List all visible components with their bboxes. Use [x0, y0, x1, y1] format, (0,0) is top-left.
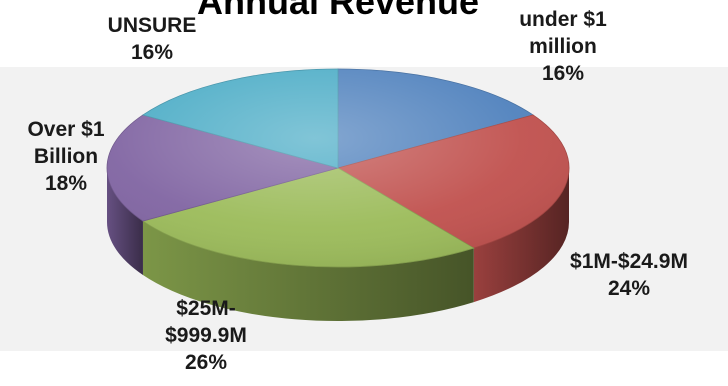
pie-slice-side-25m-999-9m	[142, 221, 474, 321]
data-label-under-1-million: under $1 million 16%	[519, 8, 607, 85]
data-label-line: million	[529, 35, 597, 58]
data-label-line: 16%	[131, 41, 173, 64]
data-label-1m-24-9m: $1M-$24.9M 24%	[570, 250, 688, 300]
data-label-line: $999.9M	[165, 324, 247, 347]
data-label-line: UNSURE	[108, 14, 197, 37]
data-label-line: $25M-	[176, 297, 236, 320]
data-label-line: $1M-$24.9M	[570, 250, 688, 273]
data-label-line: 16%	[542, 62, 584, 85]
data-label-line: 26%	[185, 351, 227, 374]
data-label-line: under $1	[519, 8, 607, 31]
data-label-line: Over $1	[27, 118, 104, 141]
data-label-unsure: UNSURE 16%	[108, 14, 197, 64]
data-label-line: 18%	[45, 172, 87, 195]
data-label-line: Billion	[34, 145, 98, 168]
data-label-line: 24%	[608, 277, 650, 300]
data-label-over-1-billion: Over $1 Billion 18%	[27, 118, 104, 195]
data-label-25m-999-9m: $25M- $999.9M 26%	[165, 297, 247, 374]
chart-title: Annual Revenue	[197, 0, 479, 22]
